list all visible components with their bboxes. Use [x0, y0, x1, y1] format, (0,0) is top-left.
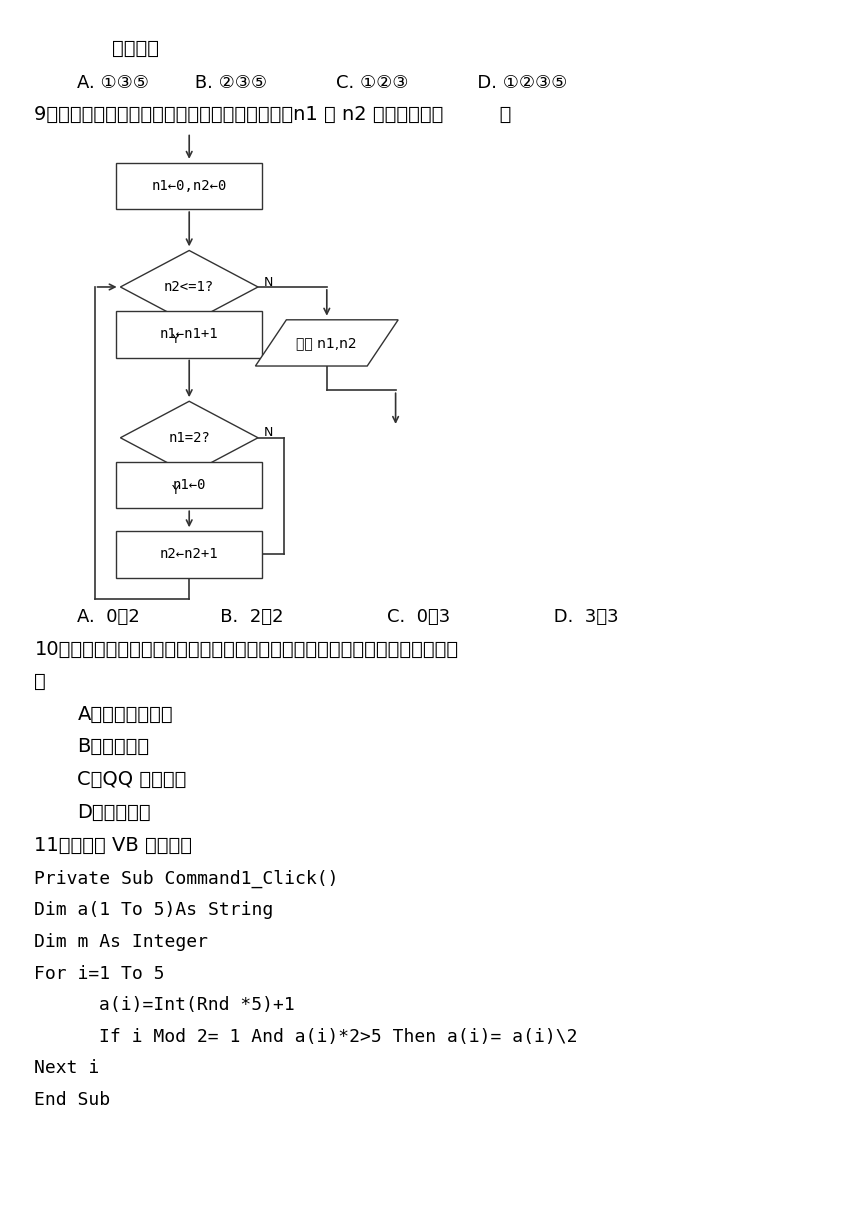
Text: B．图片加工: B．图片加工 [77, 737, 150, 756]
Text: 输出 n1,n2: 输出 n1,n2 [297, 336, 357, 350]
Text: A. ①③⑤        B. ②③⑤            C. ①②③            D. ①②③⑤: A. ①③⑤ B. ②③⑤ C. ①②③ D. ①②③⑤ [77, 74, 568, 92]
Text: n2<=1?: n2<=1? [164, 280, 214, 294]
Text: 9．某算法流程图如图所示。执行这部分流程后，n1 和 n2 的値分别是（         ）: 9．某算法流程图如图所示。执行这部分流程后，n1 和 n2 的値分别是（ ） [34, 105, 512, 124]
Text: Dim m As Integer: Dim m As Integer [34, 933, 208, 951]
Text: If i Mod 2= 1 And a(i)*2>5 Then a(i)= a(i)\2: If i Mod 2= 1 And a(i)*2>5 Then a(i)= a(… [99, 1028, 577, 1046]
Polygon shape [120, 250, 258, 323]
Text: 10．对信息进行管理可便于人们有效地利用信息，下列实例体现信息管理作用的: 10．对信息进行管理可便于人们有效地利用信息，下列实例体现信息管理作用的 [34, 640, 458, 659]
Text: N: N [264, 427, 273, 439]
Text: D．电视广告: D．电视广告 [77, 803, 151, 822]
Polygon shape [255, 320, 398, 366]
Text: n2←n2+1: n2←n2+1 [160, 547, 218, 562]
Text: N: N [264, 276, 273, 288]
Text: For i=1 To 5: For i=1 To 5 [34, 964, 165, 983]
Text: n1←n1+1: n1←n1+1 [160, 327, 218, 342]
Text: Y: Y [172, 333, 179, 347]
Text: n1←0,n2←0: n1←0,n2←0 [151, 179, 227, 193]
Text: 存储容量: 存储容量 [112, 39, 159, 58]
Bar [116, 462, 262, 508]
Text: End Sub: End Sub [34, 1091, 111, 1109]
Text: Next i: Next i [34, 1059, 100, 1077]
Text: n1=2?: n1=2? [169, 430, 210, 445]
Text: a(i)=Int(Rnd *5)+1: a(i)=Int(Rnd *5)+1 [99, 996, 295, 1014]
Text: A．超市的导购图: A．超市的导购图 [77, 704, 173, 724]
Text: A.  0，2              B.  2，2                  C.  0，3                  D.  3，3: A. 0，2 B. 2，2 C. 0，3 D. 3，3 [77, 608, 619, 626]
Bar [116, 311, 262, 358]
Polygon shape [120, 401, 258, 474]
Text: Y: Y [172, 484, 179, 497]
Text: 11．有如下 VB 程序段：: 11．有如下 VB 程序段： [34, 835, 193, 855]
Text: n1←0: n1←0 [173, 478, 206, 492]
Text: Dim a(1 To 5)As String: Dim a(1 To 5)As String [34, 901, 273, 919]
Text: Private Sub Command1_Click(): Private Sub Command1_Click() [34, 869, 339, 888]
Text: C．QQ 即时聊天: C．QQ 即时聊天 [77, 770, 187, 789]
Bar [116, 163, 262, 209]
Text: 是: 是 [34, 671, 46, 691]
Bar [116, 531, 262, 578]
